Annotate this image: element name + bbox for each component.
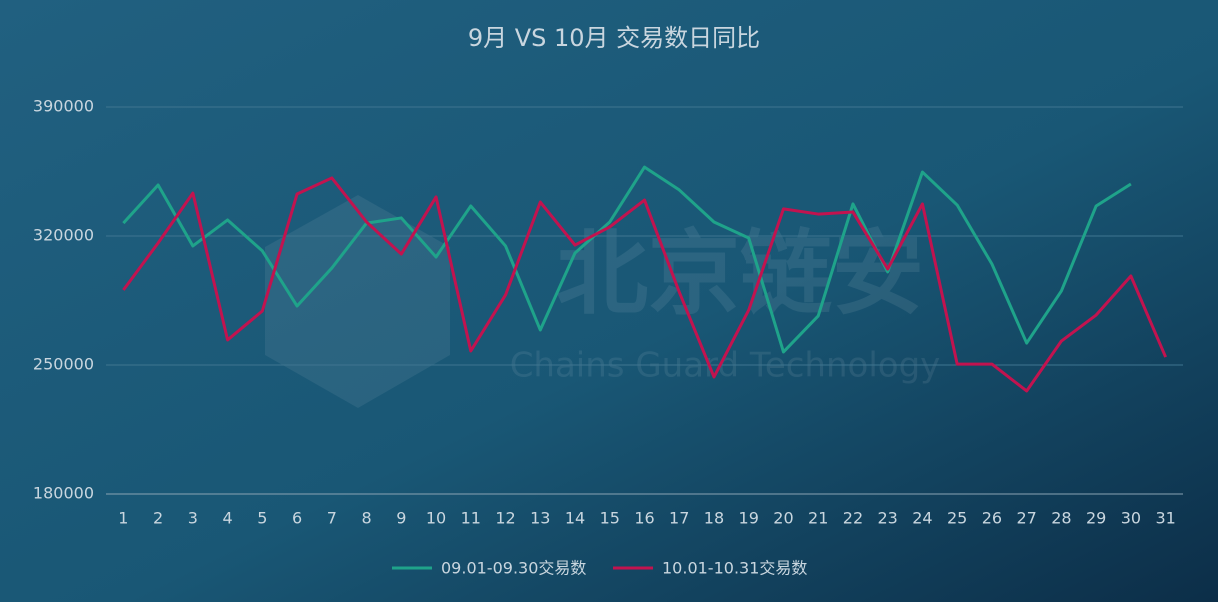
x-tick-label: 5	[257, 509, 267, 528]
x-tick-label: 1	[118, 509, 128, 528]
x-tick-label: 25	[947, 509, 967, 528]
chart-title: 9月 VS 10月 交易数日同比	[468, 24, 760, 52]
x-tick-label: 12	[495, 509, 515, 528]
x-tick-label: 11	[461, 509, 481, 528]
x-tick-label: 18	[704, 509, 724, 528]
x-tick-label: 16	[634, 509, 654, 528]
x-tick-label: 6	[292, 509, 302, 528]
x-tick-label: 31	[1155, 509, 1175, 528]
x-tick-label: 22	[843, 509, 863, 528]
x-tick-label: 20	[773, 509, 793, 528]
legend-label: 10.01-10.31交易数	[662, 559, 807, 578]
x-tick-label: 13	[530, 509, 550, 528]
x-tick-label: 29	[1086, 509, 1106, 528]
x-tick-label: 14	[565, 509, 585, 528]
y-tick-label: 180000	[33, 484, 94, 503]
x-tick-label: 15	[600, 509, 620, 528]
x-tick-label: 4	[223, 509, 233, 528]
x-tick-label: 8	[361, 509, 371, 528]
x-tick-label: 21	[808, 509, 828, 528]
x-tick-label: 2	[153, 509, 163, 528]
y-tick-label: 250000	[33, 355, 94, 374]
x-tick-label: 23	[878, 509, 898, 528]
x-tick-label: 17	[669, 509, 689, 528]
x-tick-label: 7	[327, 509, 337, 528]
x-tick-label: 3	[188, 509, 198, 528]
x-tick-label: 19	[739, 509, 759, 528]
x-tick-label: 9	[396, 509, 406, 528]
line-series	[122, 176, 1168, 393]
x-tick-label: 30	[1121, 509, 1141, 528]
x-tick-label: 27	[1016, 509, 1036, 528]
x-tick-label: 10	[426, 509, 446, 528]
x-tick-label: 26	[982, 509, 1002, 528]
y-tick-label: 390000	[33, 97, 94, 116]
legend-label: 09.01-09.30交易数	[441, 559, 586, 578]
x-tick-label: 24	[912, 509, 932, 528]
y-tick-label: 320000	[33, 226, 94, 245]
watermark: 北京链安	[556, 220, 924, 327]
line-series	[122, 165, 1132, 354]
x-tick-label: 28	[1051, 509, 1071, 528]
